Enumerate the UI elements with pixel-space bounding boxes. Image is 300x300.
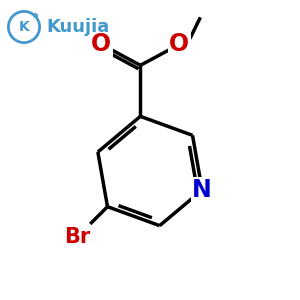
Text: N: N: [192, 178, 212, 202]
Text: K: K: [19, 20, 29, 34]
Text: O: O: [169, 32, 189, 56]
Text: O: O: [91, 32, 111, 56]
Text: Kuujia: Kuujia: [46, 18, 110, 36]
Text: Br: Br: [64, 227, 91, 247]
